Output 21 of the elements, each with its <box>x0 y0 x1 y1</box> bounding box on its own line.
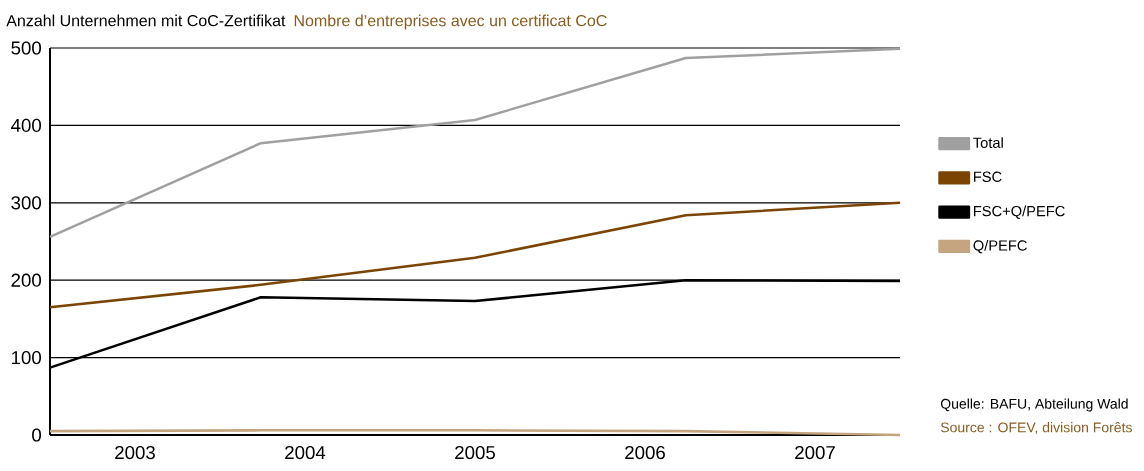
y-tick-label: 400 <box>11 118 42 133</box>
x-tick-label: 2006 <box>625 445 665 460</box>
source-note: Source : OFEV, division Forêts <box>940 422 1132 434</box>
source-note: Quelle: BAFU, Abteilung Wald <box>940 398 1128 412</box>
line-series <box>48 201 902 309</box>
y-tick-label: 200 <box>11 273 42 287</box>
line-series <box>48 47 902 239</box>
y-tick-label: 500 <box>11 41 42 55</box>
x-tick-label: 2007 <box>795 445 835 460</box>
x-tick-label: 2003 <box>115 445 155 460</box>
chart-subtitle: Nombre d’entreprises avec un certificat CoC <box>294 14 607 30</box>
x-tick-label: 2005 <box>455 445 495 460</box>
x-tick-label: 2004 <box>285 445 326 460</box>
legend-label: FSC <box>974 171 1002 182</box>
chart-title: Anzahl Unternehmen mit CoC-Zertifikat <box>6 14 286 27</box>
legend-label: Total <box>973 137 1003 148</box>
legend-label: FSC+Q/PEFC <box>974 205 1065 219</box>
y-tick-label: 300 <box>11 196 42 210</box>
y-tick-label: 100 <box>12 350 42 365</box>
legend-label: Q/PEFC <box>973 239 1027 254</box>
y-tick-label: 0 <box>32 428 42 442</box>
